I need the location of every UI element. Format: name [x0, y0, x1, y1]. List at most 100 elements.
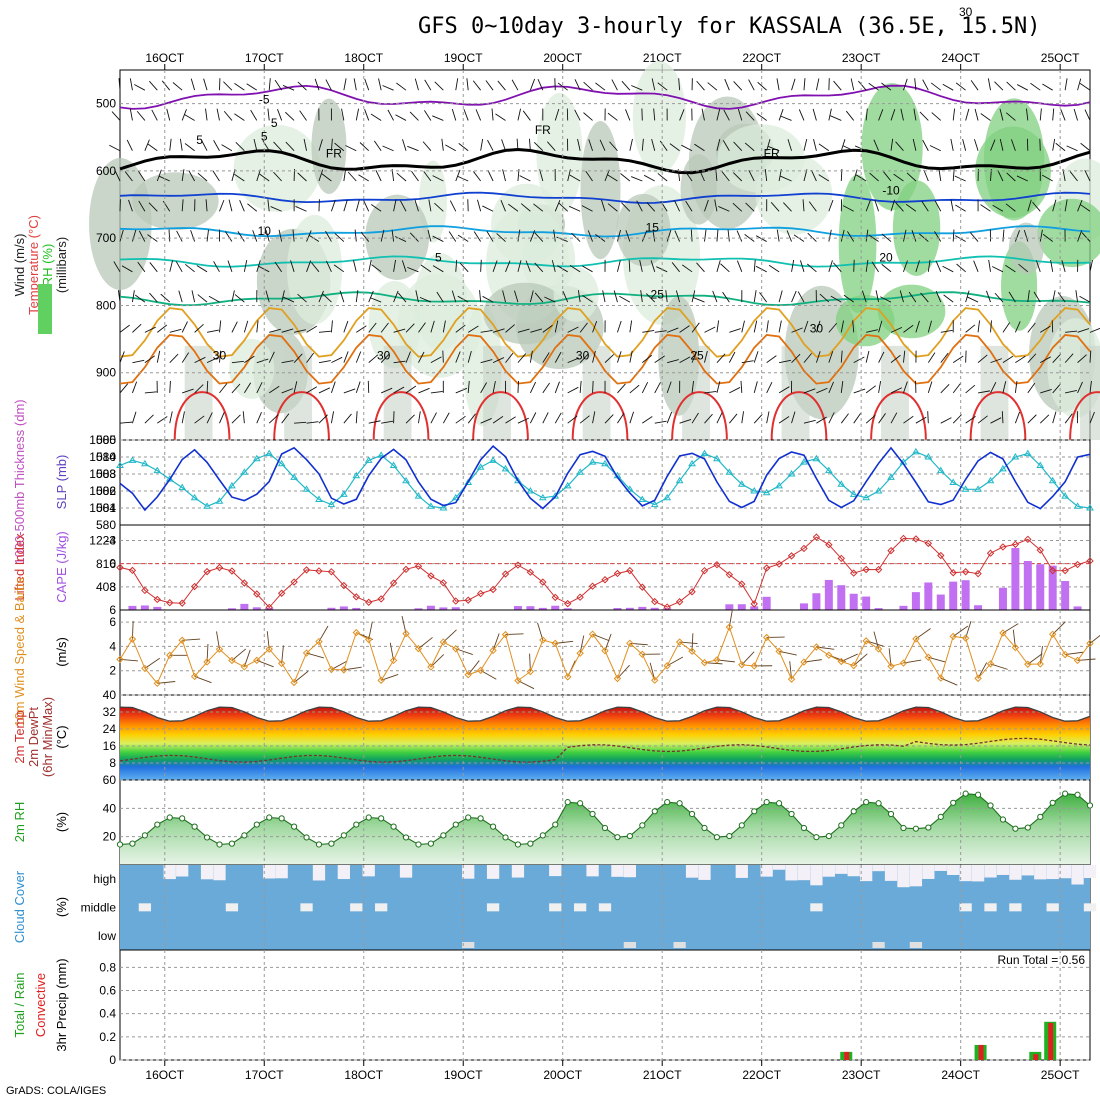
wind-barb [318, 139, 323, 151]
wind-barb [674, 230, 681, 242]
cloud-high-gap [922, 865, 935, 879]
pressure-tick: 900 [96, 366, 116, 380]
thickness-marker [713, 454, 721, 462]
lifted-index-marker [613, 569, 622, 578]
cape-bar [352, 607, 361, 610]
wind10m-barb [617, 664, 630, 679]
wind-barb [318, 169, 324, 182]
wind-barb [422, 141, 432, 152]
wind-barb [172, 82, 183, 91]
wind-barb [318, 330, 331, 333]
lifted-index-marker [340, 581, 348, 590]
wind-barb [950, 199, 954, 212]
wind-barb [1008, 291, 1016, 303]
wind-barb [269, 328, 281, 333]
thickness-marker [974, 485, 982, 492]
lifted-index-marker [837, 554, 845, 563]
wind-barb [434, 202, 444, 212]
rh-marker [340, 832, 347, 839]
wind-speed-marker [514, 676, 522, 685]
wind-barb [285, 141, 295, 152]
wind-barb [529, 412, 537, 424]
wind-speed-marker [899, 659, 908, 667]
cloud-high-gap [312, 865, 326, 881]
wind-barb [852, 320, 855, 333]
wind-barb [480, 382, 488, 394]
wind-barb [393, 386, 405, 394]
wind-barb [919, 111, 929, 121]
wind-barb [197, 294, 208, 303]
wind-barb [716, 320, 720, 333]
wind-barb [1027, 353, 1037, 363]
wind-barb [883, 171, 892, 182]
wind-barb [1077, 354, 1087, 363]
thickness-marker [352, 471, 361, 479]
cape-bar [725, 604, 734, 610]
wind-barb [696, 80, 705, 91]
wind-barb [810, 169, 817, 182]
bottom-tick-label: 16OCT [145, 1068, 184, 1082]
wind-barb [955, 82, 966, 91]
rh-marker [987, 802, 994, 809]
wind-barb [642, 354, 653, 363]
rh-marker [999, 816, 1007, 823]
cloud-high-gap [263, 865, 276, 879]
wind-barb [364, 109, 370, 121]
wind-barb [1065, 390, 1077, 394]
wind-barb [965, 290, 970, 303]
thickness-marker [775, 481, 783, 489]
wind-barb [505, 352, 514, 363]
wind-barb [306, 325, 318, 333]
wind-barb [988, 259, 991, 272]
wind-barb [669, 143, 680, 152]
wind-barb [716, 108, 721, 121]
wind-barb [684, 170, 693, 182]
wind-barb [343, 351, 349, 363]
wind-barb [1089, 327, 1100, 333]
wind-speed-marker [526, 667, 535, 676]
rh-marker [701, 824, 708, 832]
wind-barb [908, 291, 917, 303]
wind-speed-marker [265, 645, 273, 653]
wind-barb [830, 115, 842, 121]
wind-speed-marker [290, 678, 298, 687]
precip-frame [119, 949, 1091, 1061]
lifted-index-marker [228, 567, 236, 575]
wind-barb [148, 202, 158, 212]
wind-barb [419, 296, 432, 303]
wind-barb [382, 145, 394, 152]
cloud-high-gap [1034, 865, 1047, 880]
thickness-marker [762, 488, 771, 496]
wind-barb [196, 265, 208, 273]
wind-barb [128, 199, 133, 212]
lifted-index-marker [874, 565, 883, 574]
pressure-tick: 600 [96, 164, 116, 178]
wind-barb [157, 416, 168, 424]
panel-y-label: 2m Temp [12, 710, 27, 763]
rh-marker [203, 834, 211, 841]
wind-barb [625, 230, 631, 242]
wind-barb [1042, 174, 1053, 182]
wind-barb [657, 173, 668, 182]
wind-speed-marker [862, 637, 870, 645]
wind-barb [574, 79, 581, 91]
rh-marker [974, 791, 982, 798]
wind-speed-marker [476, 666, 485, 675]
wind-barb [457, 175, 469, 182]
thickness-marker [190, 493, 199, 501]
rh-marker [365, 814, 372, 821]
wind-barb [554, 320, 559, 333]
wind-barb [1079, 204, 1091, 212]
wind-barb [542, 324, 553, 333]
wind-barb [455, 78, 459, 91]
wind-barb [990, 417, 1002, 424]
rh-shade-blob [580, 121, 621, 260]
wind-barb [803, 138, 808, 151]
rh-marker [552, 821, 559, 828]
rh-marker [937, 813, 944, 820]
wind-barb [1060, 109, 1066, 121]
wind-barb [617, 412, 625, 424]
wind-barb [274, 261, 283, 273]
wind-barb [281, 290, 285, 303]
